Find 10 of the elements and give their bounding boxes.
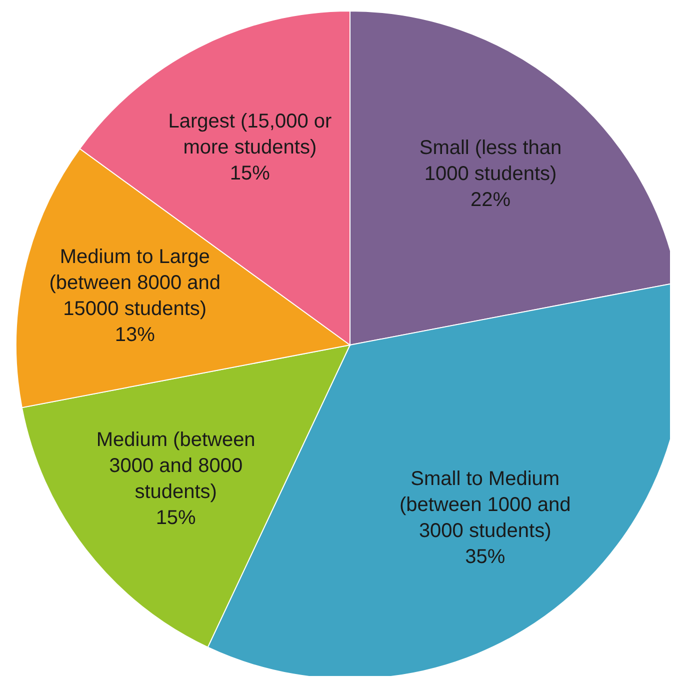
slice-label: Small (less than 1000 students): [419, 137, 562, 186]
data-label: 15%: [156, 507, 196, 530]
slice-label: Medium to Large (between 8000 and 15000 students): [49, 246, 220, 320]
slice-label: Medium (between 3000 and 8000 students): [96, 429, 256, 504]
data-label: 13%: [114, 324, 156, 346]
data-label: 15%: [230, 162, 270, 185]
data-label: 22%: [470, 189, 511, 212]
slice-label: Largest (15,000 or more students): [168, 110, 332, 159]
data-label: 35%: [465, 546, 506, 568]
slice-label: Small to Medium (between 1000 and 3000 students): [399, 468, 571, 542]
